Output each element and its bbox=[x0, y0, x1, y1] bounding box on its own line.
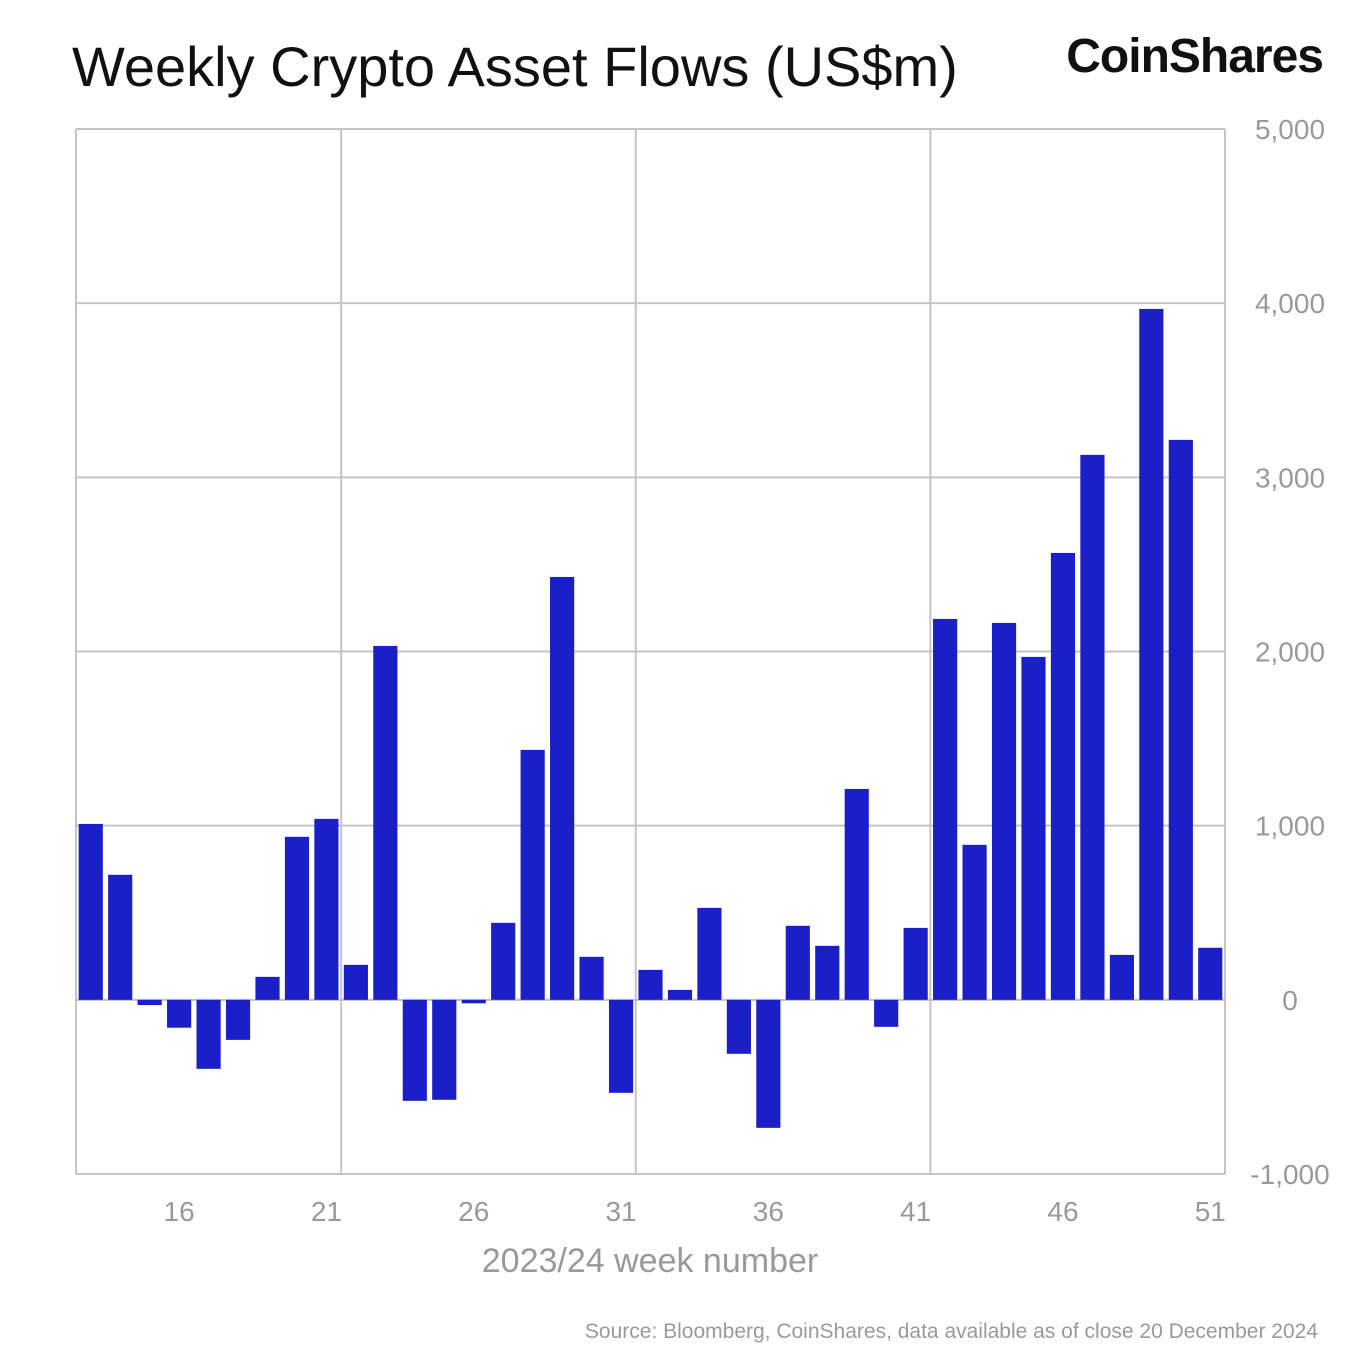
bar-week-49 bbox=[1139, 308, 1164, 1000]
bar-week-14 bbox=[108, 874, 133, 1000]
bar-week-34 bbox=[697, 907, 722, 1000]
x-tick-label: 31 bbox=[605, 1196, 636, 1227]
bar-week-38 bbox=[815, 945, 840, 1000]
bar-week-20 bbox=[284, 836, 310, 1000]
x-tick-label: 16 bbox=[164, 1196, 195, 1227]
y-tick-label: 3,000 bbox=[1255, 462, 1325, 493]
bar-week-15 bbox=[137, 999, 162, 1006]
bar-week-33 bbox=[667, 989, 693, 1000]
bar-week-48 bbox=[1109, 954, 1134, 1000]
bar-week-46 bbox=[1050, 552, 1076, 1000]
bar-week-40 bbox=[874, 999, 899, 1027]
bar-week-37 bbox=[785, 925, 810, 1000]
bar-week-39 bbox=[844, 788, 869, 1000]
bar-week-50 bbox=[1168, 439, 1193, 1000]
bar-week-32 bbox=[638, 969, 663, 1000]
bar-week-51 bbox=[1198, 947, 1223, 1000]
y-tick-label: 4,000 bbox=[1255, 288, 1325, 319]
bar-week-29 bbox=[550, 576, 575, 1000]
bar-week-16 bbox=[167, 999, 192, 1028]
bar-week-30 bbox=[579, 956, 604, 1000]
source-note: Source: Bloomberg, CoinShares, data avai… bbox=[585, 1320, 1318, 1343]
bar-week-31 bbox=[608, 999, 634, 1093]
bar-week-23 bbox=[373, 645, 398, 1000]
bar-week-27 bbox=[491, 922, 516, 1000]
bar-week-18 bbox=[225, 999, 251, 1040]
x-tick-label: 21 bbox=[311, 1196, 342, 1227]
bar-week-21 bbox=[314, 818, 339, 1000]
x-tick-label: 46 bbox=[1047, 1196, 1078, 1227]
y-axis: -1,000 0 1,000 2,000 3,000 4,000 5,000 bbox=[1250, 114, 1329, 1190]
bar-week-19 bbox=[255, 976, 280, 1000]
x-tick-label: 51 bbox=[1195, 1196, 1226, 1227]
bar-week-42 bbox=[933, 618, 958, 1000]
bar-week-45 bbox=[1021, 656, 1046, 1000]
y-tick-label: 5,000 bbox=[1255, 114, 1325, 145]
bar-week-44 bbox=[991, 622, 1017, 1000]
chart-title: Weekly Crypto Asset Flows (US$m) bbox=[72, 35, 958, 98]
y-tick-label: 1,000 bbox=[1255, 811, 1325, 842]
bar-week-13 bbox=[78, 823, 103, 1000]
y-tick-label: 0 bbox=[1282, 985, 1298, 1016]
x-axis: 16 21 26 31 36 41 46 51 bbox=[164, 1196, 1226, 1227]
bar-week-28 bbox=[520, 749, 545, 1000]
x-tick-label: 36 bbox=[753, 1196, 784, 1227]
bar-week-25 bbox=[432, 999, 457, 1100]
bar-week-22 bbox=[343, 964, 368, 1000]
bar-week-24 bbox=[402, 999, 427, 1101]
bar-week-17 bbox=[196, 999, 221, 1069]
bar-week-41 bbox=[903, 927, 928, 1000]
x-tick-label: 26 bbox=[458, 1196, 489, 1227]
bar-week-43 bbox=[962, 844, 987, 1000]
y-tick-label: 2,000 bbox=[1255, 637, 1325, 668]
bar-week-35 bbox=[726, 999, 751, 1054]
y-tick-label: -1,000 bbox=[1250, 1159, 1329, 1190]
coinshares-logo: CoinShares bbox=[1066, 30, 1323, 83]
x-tick-label: 41 bbox=[900, 1196, 931, 1227]
bar-week-36 bbox=[756, 999, 781, 1128]
bar-week-47 bbox=[1080, 454, 1105, 1000]
bars bbox=[78, 308, 1223, 1128]
bar-week-26 bbox=[461, 999, 486, 1004]
x-axis-label: 2023/24 week number bbox=[482, 1242, 818, 1280]
